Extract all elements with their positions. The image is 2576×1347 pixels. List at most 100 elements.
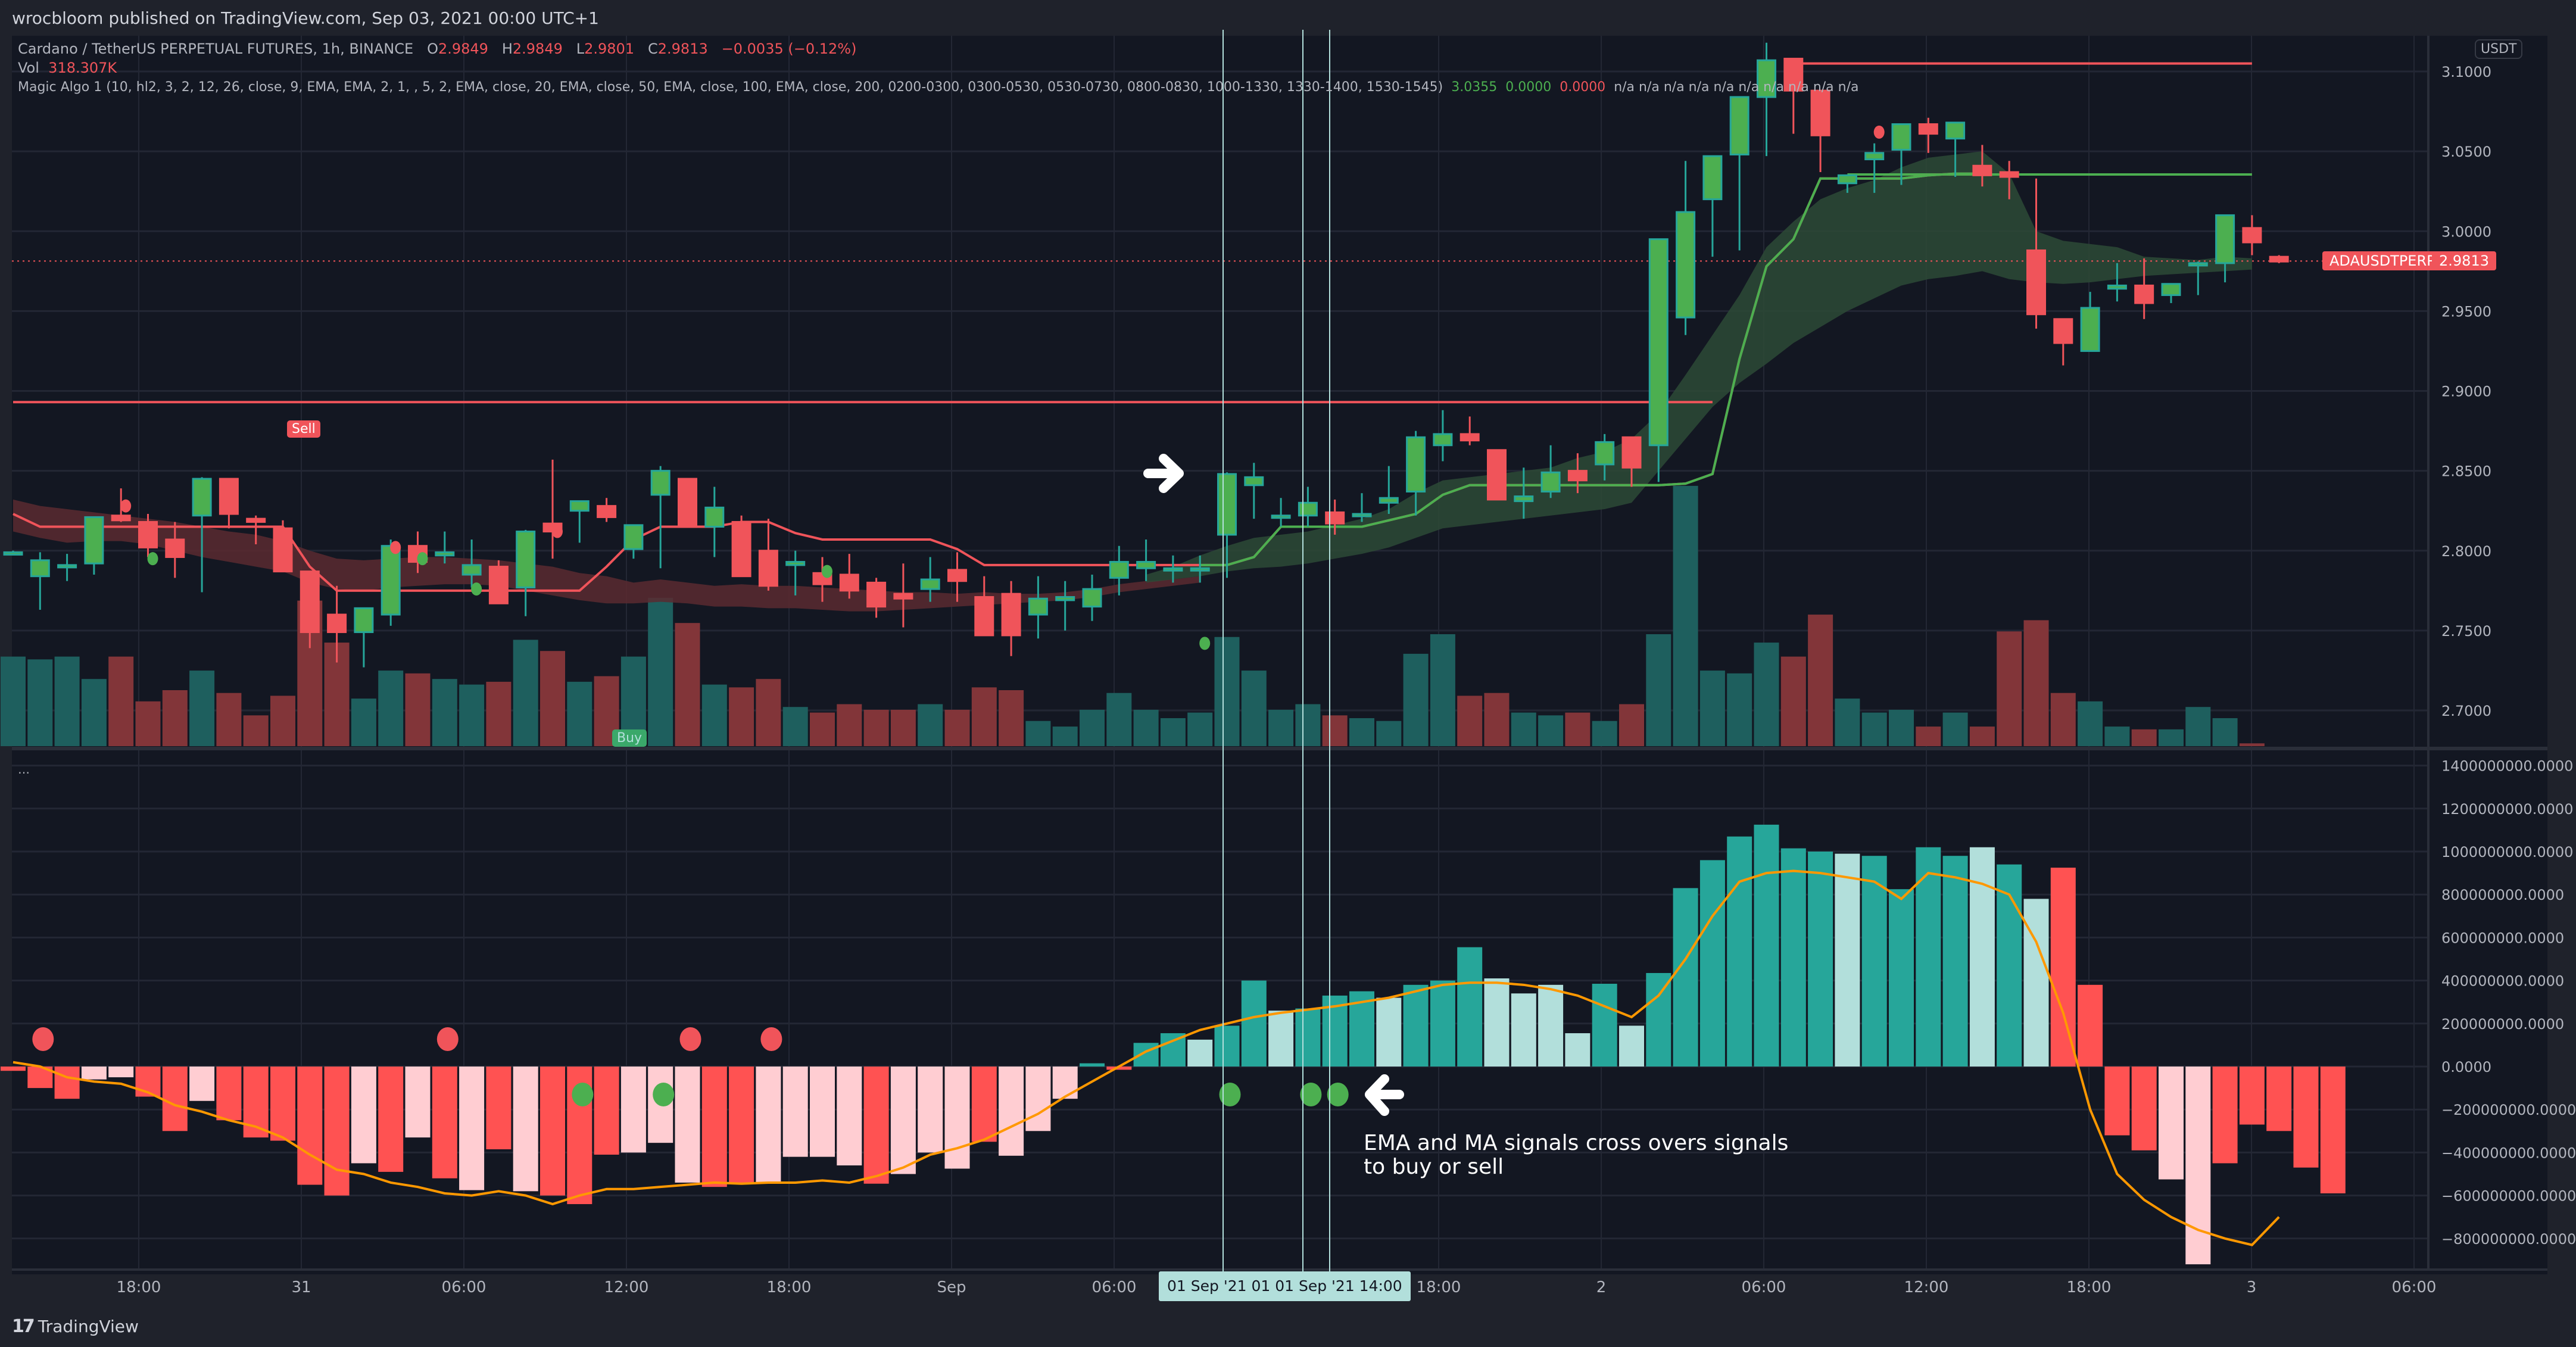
price-axis-label: 2.9500 [2441,303,2491,320]
candle-body [947,569,967,582]
candle-body [1217,473,1237,536]
volume-bar [1511,712,1536,746]
volume-bar [1430,634,1455,746]
candle-body [300,570,320,634]
volume-bar [729,687,754,746]
price-axis-label: 3.1000 [2441,64,2491,80]
time-axis-label: 18:00 [2066,1279,2112,1296]
macd-bar [594,1067,619,1155]
volume-bar [918,704,943,746]
candle-body [1325,511,1345,525]
candle-body [2161,283,2181,297]
volume-bar [648,597,673,746]
macd-bar [2104,1067,2130,1136]
volume-title[interactable]: Vol [18,60,39,76]
time-axis-label: 31 [291,1279,311,1296]
volume-bar [1106,693,1132,746]
volume-bar [1889,709,1914,746]
candle-body [1567,470,1588,482]
volume-bar [243,715,269,746]
last-price-tag: 2.9813 [2432,251,2496,270]
volume-bar [270,696,295,746]
macd-bar [782,1067,808,1157]
volume-bar [2104,726,2130,746]
buy-cross-dot [1219,1083,1241,1106]
signal-dot [1199,637,1211,650]
volume-bar [2185,707,2211,746]
indicator-title[interactable]: Magic Algo 1 (10, hl2, 3, 2, 12, 26, clo… [18,80,1443,95]
buy-signal-tag: Buy [612,729,647,747]
macd-bar [1214,1025,1240,1067]
macd-bar [2212,1067,2238,1164]
volume-bar [1403,653,1429,746]
macd-bar [2185,1067,2211,1265]
macd-axis-label: 1000000000.0000 [2441,844,2573,860]
macd-bar [432,1067,457,1178]
macd-bar [1997,864,2022,1067]
volume-value: 318.307K [48,60,117,76]
indicator-na-values: n/a n/a n/a n/a n/a n/a n/a n/a n/a n/a [1614,80,1859,95]
candle-body [2188,262,2208,267]
candle-body [1514,495,1534,503]
macd-axis-label: 600000000.0000 [2441,930,2564,946]
symbol-price-tag: ADAUSDTPERP [2322,251,2443,270]
candle-body [1190,567,1210,572]
price-axis-label: 2.8000 [2441,543,2491,560]
candle-body [1487,449,1507,501]
volume-bar [540,651,565,746]
volume-bar [1916,726,1941,746]
symbol-legend: Cardano / TetherUS PERPETUAL FUTURES, 1h… [18,40,857,57]
candle-body [1621,436,1642,469]
macd-bar [1241,980,1267,1067]
macd-bar [837,1067,862,1166]
volume-bar [1565,712,1590,746]
macd-axis-label: 400000000.0000 [2441,973,2564,990]
volume-bar [863,709,889,746]
candle-body [569,500,590,512]
candle-body [1757,59,1776,98]
buy-cross-dot [572,1083,594,1106]
price-axis-label: 2.7000 [2441,703,2491,719]
volume-bar [567,681,592,746]
more-options-icon[interactable]: … [18,762,30,777]
sell-cross-dot [436,1027,459,1051]
macd-bar [999,1067,1024,1156]
time-axis-label: 12:00 [1904,1279,1949,1296]
symbol-title[interactable]: Cardano / TetherUS PERPETUAL FUTURES, 1h… [18,40,414,57]
volume-bar [513,640,538,746]
macd-bar [1592,984,1617,1067]
macd-bar [297,1067,323,1185]
macd-bar [1295,1008,1321,1067]
volume-bar [2050,693,2076,746]
candle-body [516,531,536,588]
candle-body [974,596,994,637]
macd-bar [701,1067,727,1187]
volume-bar [1025,721,1051,746]
volume-bar [2212,718,2238,746]
macd-bar [1673,888,1698,1067]
signal-dot [417,552,428,566]
macd-bar [54,1067,80,1099]
volume-bar [108,656,134,746]
indicator-legend: Magic Algo 1 (10, hl2, 3, 2, 12, 26, clo… [18,80,1859,95]
candle-body [1082,588,1102,608]
macd-bar [540,1067,565,1196]
macd-bar [2320,1067,2346,1193]
volume-bar [1673,485,1698,746]
candle-body [273,527,293,573]
volume-bar [1780,656,1806,746]
signal-dot [147,552,158,566]
currency-button[interactable]: USDT [2475,39,2523,59]
signal-dot [120,499,132,513]
candle-body [1729,96,1749,155]
candle-body [623,524,644,550]
macd-bar [1430,980,1455,1067]
volume-bar [1080,709,1105,746]
candle-body [2107,284,2127,290]
volume-bar [1,656,26,746]
macd-bar [270,1067,295,1141]
buy-cross-dot [653,1083,675,1106]
tradingview-brand[interactable]: 17 TradingView [12,1316,139,1337]
macd-bar [486,1067,512,1149]
